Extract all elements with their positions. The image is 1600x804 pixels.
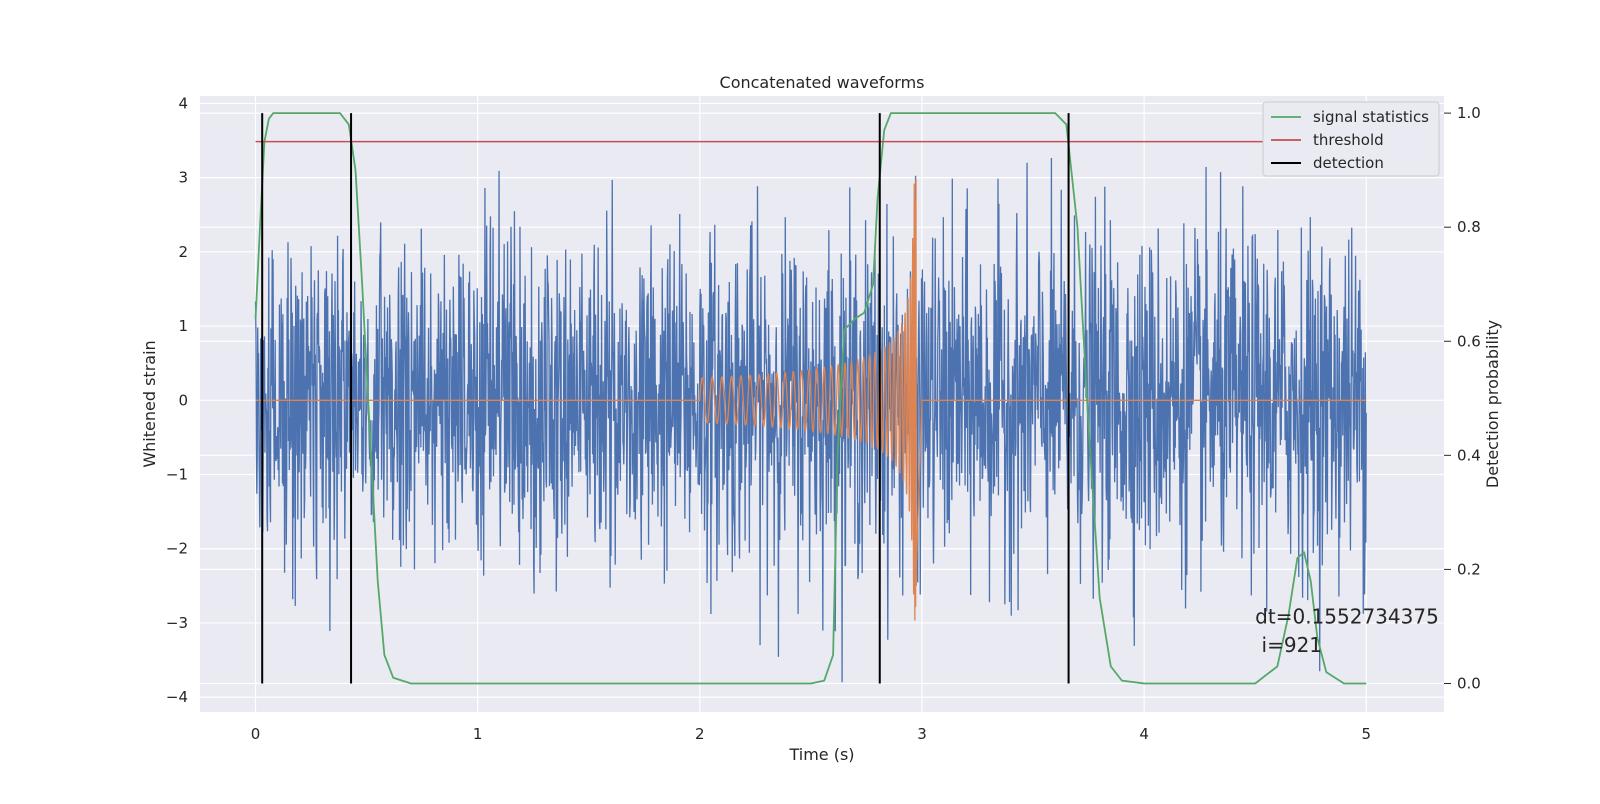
y-tick-label: 1 (178, 317, 188, 335)
y-tick-label: −3 (166, 614, 188, 632)
signal-statistics-line (254, 112, 1367, 685)
y-right-tick-label: 1.0 (1457, 104, 1481, 122)
x-tick-label: 4 (1139, 725, 1149, 743)
x-tick-label: 3 (917, 725, 927, 743)
y-tick-label: 2 (178, 243, 188, 261)
y-tick-label: −1 (166, 466, 188, 484)
y-right-tick-label: 0.2 (1457, 560, 1481, 578)
y-right-tick-label: 0.6 (1457, 332, 1481, 350)
y-tick-label: 4 (178, 94, 188, 112)
y-right-tick-label: 0.4 (1457, 446, 1481, 464)
ticks-layer: 0 1 2 3 4 5 4 3 2 1 0 −1 −2 −3 −4 1.0 0.8 0.6 0.4 0.2 0.0 (166, 94, 1481, 743)
y-tick-label: 3 (178, 169, 188, 187)
legend-label-threshold: threshold (1313, 131, 1384, 149)
x-axis-label: Time (s) (788, 745, 854, 764)
annotation-i: i=921 (1255, 633, 1322, 657)
strain-series (254, 158, 1367, 683)
y-tick-label: −2 (166, 540, 188, 558)
legend-label-signal-statistics: signal statistics (1313, 108, 1429, 126)
legend: signal statistics threshold detection (1262, 101, 1440, 177)
y-tick-label: 0 (178, 391, 188, 409)
strain-line (254, 158, 1367, 683)
x-tick-label: 0 (251, 725, 261, 743)
probability-layer (254, 112, 1367, 685)
y-right-tick-label: 0.8 (1457, 218, 1481, 236)
chart-title: Concatenated waveforms (720, 73, 925, 92)
x-tick-label: 5 (1361, 725, 1371, 743)
y-right-tick-label: 0.0 (1457, 674, 1481, 692)
legend-label-detection: detection (1313, 154, 1384, 172)
x-tick-label: 1 (473, 725, 483, 743)
y-axis-label: Whitened strain (140, 340, 159, 467)
plot-area (254, 112, 1367, 685)
y-right-axis-label: Detection probability (1483, 320, 1502, 488)
annotation-dt: dt=0.1552734375 (1255, 605, 1439, 629)
y-tick-label: −4 (166, 688, 188, 706)
x-tick-label: 2 (695, 725, 705, 743)
legend-box (1262, 101, 1440, 177)
